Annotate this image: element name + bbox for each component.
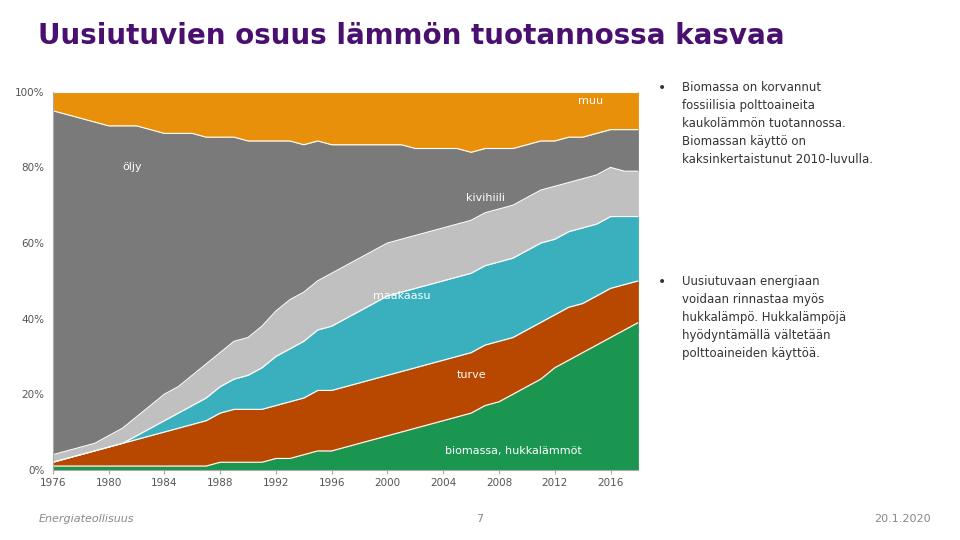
Text: Uusiutuvien osuus lämmön tuotannossa kasvaa: Uusiutuvien osuus lämmön tuotannossa kas… — [38, 22, 785, 50]
Text: öljy: öljy — [123, 163, 142, 172]
Text: turve: turve — [456, 370, 486, 380]
Text: 7: 7 — [476, 514, 484, 524]
Text: 20.1.2020: 20.1.2020 — [875, 514, 931, 524]
Text: biomassa, hukkalämmöt: biomassa, hukkalämmöt — [444, 446, 582, 456]
Text: Uusiutuvaan energiaan
voidaan rinnastaa myös
hukkalämpö. Hukkalämpöjä
hyödyntämä: Uusiutuvaan energiaan voidaan rinnastaa … — [682, 275, 846, 360]
Text: •: • — [658, 275, 666, 289]
Text: muu: muu — [579, 96, 604, 106]
Text: maakaasu: maakaasu — [372, 291, 430, 301]
Text: Energiateollisuus: Energiateollisuus — [38, 514, 133, 524]
Text: Biomassa on korvannut
fossiilisia polttoaineita
kaukolämmön tuotannossa.
Biomass: Biomassa on korvannut fossiilisia poltto… — [682, 81, 873, 166]
Text: kivihiili: kivihiili — [466, 193, 505, 202]
Text: •: • — [658, 81, 666, 95]
